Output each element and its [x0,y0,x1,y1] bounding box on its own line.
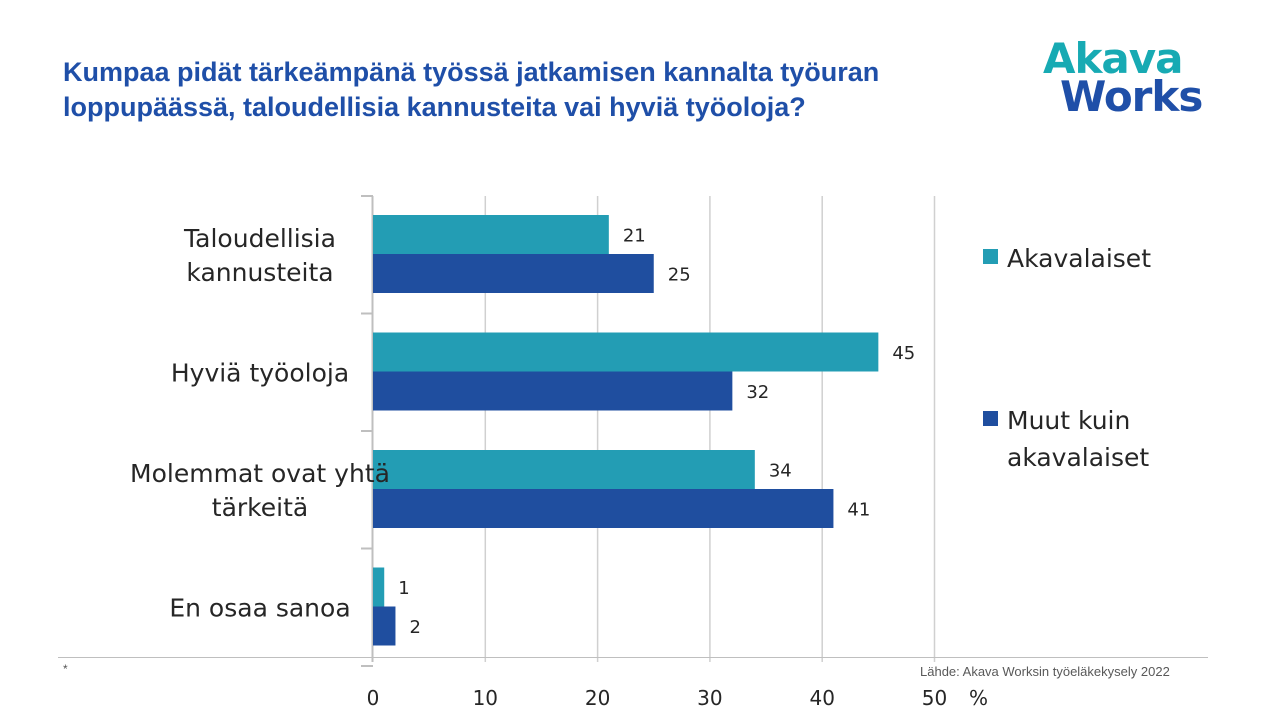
footer-divider [58,657,1208,658]
bar-muut-2 [373,489,834,528]
data-label: 1 [398,578,409,599]
data-label: 45 [892,343,915,364]
x-unit-label: % [969,686,988,710]
data-label: 2 [409,617,420,638]
bar-akavalaiset-3 [373,567,385,607]
category-label: En osaa sanoa [169,593,350,622]
data-label: 34 [769,461,792,482]
x-tick-label: 40 [809,686,834,710]
x-tick-label: 20 [585,686,610,710]
legend-swatch-0 [983,249,998,264]
category-label: Hyviä työoloja [171,358,349,387]
logo-line-works: Works [1060,72,1203,121]
x-tick-label: 0 [367,686,380,710]
category-label: kannusteita [186,258,333,287]
bar-akavalaiset-2 [373,450,755,489]
source-note: Lähde: Akava Worksin työeläkekysely 2022 [920,664,1170,679]
akava-works-logo: Akava Works [1043,34,1203,121]
x-tick-label: 10 [473,686,498,710]
data-label: 25 [668,265,691,286]
data-label: 32 [746,382,769,403]
category-label: Taloudellisia [183,224,336,253]
data-label: 21 [623,226,646,247]
legend-label: akavalaiset [1007,443,1149,472]
legend-swatch-1 [983,411,998,426]
data-label: 41 [847,500,870,521]
bar-muut-1 [373,371,733,411]
footnote-marker: * [63,662,68,676]
bar-muut-3 [373,606,396,646]
logo-line-akava: Akava [1043,34,1184,83]
bar-akavalaiset-1 [373,332,879,372]
category-label: Molemmat ovat yhtä [130,459,390,488]
bar-muut-0 [373,254,654,293]
chart-title: Kumpaa pidät tärkeämpänä työssä jatkamis… [63,57,880,122]
x-tick-label: 50 [922,686,947,710]
x-tick-label: 30 [697,686,722,710]
category-label: tärkeitä [212,493,308,522]
bar-akavalaiset-0 [373,215,609,254]
legend-label: Muut kuin [1007,406,1130,435]
legend-label: Akavalaiset [1007,244,1151,273]
